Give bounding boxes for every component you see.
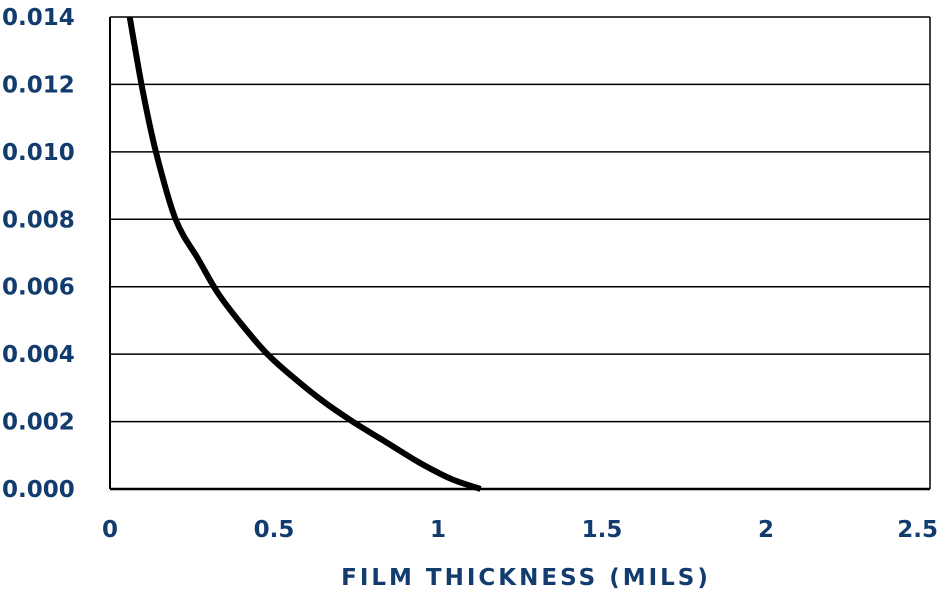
x-tick-label: 0.5	[254, 517, 295, 543]
axes	[109, 17, 931, 491]
series	[126, 16, 482, 492]
grid-lines	[110, 16, 930, 490]
x-axis-title: FILM THICKNESS (MILS)	[341, 565, 711, 590]
y-tick-label: 0.002	[2, 410, 75, 436]
x-tick-labels: 0 0.5 1 1.5 2 2.5	[102, 517, 938, 543]
x-tick-label: 1	[430, 517, 446, 543]
y-tick-label: 0.000	[2, 477, 75, 503]
y-tick-label: 0.014	[2, 5, 75, 31]
y-tick-label: 0.006	[2, 275, 75, 301]
y-tick-label: 0.008	[2, 207, 75, 233]
y-tick-label: 0.004	[2, 342, 75, 368]
y-tick-label: 0.010	[2, 140, 75, 166]
y-tick-labels: 0.000 0.002 0.004 0.006 0.008 0.010 0.012 0.014	[2, 5, 75, 503]
x-tick-label: 2	[758, 517, 774, 543]
y-tick-label: 0.012	[2, 72, 75, 98]
x-tick-label: 0	[102, 517, 118, 543]
x-tick-label: 2.5	[897, 517, 938, 543]
x-tick-label: 1.5	[582, 517, 623, 543]
series-line-0	[126, 16, 482, 492]
